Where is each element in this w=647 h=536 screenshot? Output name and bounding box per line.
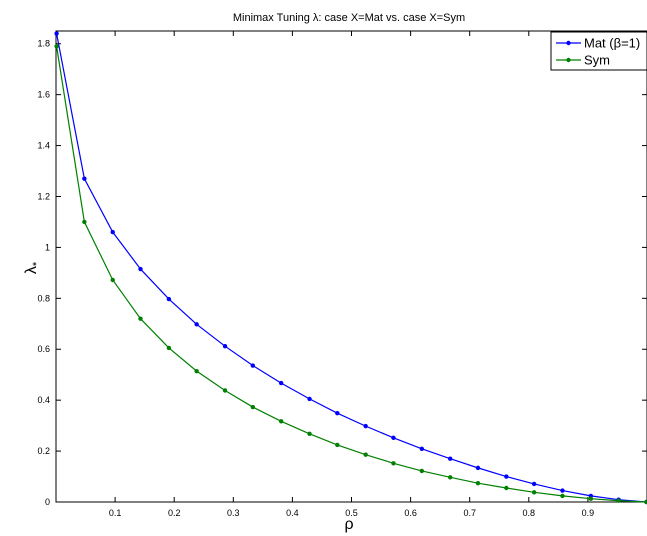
- data-point: [447, 475, 453, 480]
- data-point: [54, 31, 59, 36]
- chart-title: Minimax Tuning λ: case X=Mat vs. case X=…: [233, 12, 465, 24]
- data-point: [531, 481, 537, 487]
- data-point: [335, 442, 340, 448]
- data-point: [222, 343, 228, 349]
- series-line: [56, 33, 647, 503]
- data-point: [363, 423, 368, 429]
- data-point: [82, 176, 87, 181]
- legend-label: Mat (β=1): [584, 36, 640, 51]
- y-axis-label-symbol: λ: [23, 266, 40, 274]
- data-point: [560, 493, 565, 499]
- data-point: [391, 461, 396, 466]
- data-point: [616, 498, 621, 503]
- x-axis-label: ρ: [344, 516, 353, 533]
- x-tick-label: 0.8: [523, 508, 536, 518]
- data-point: [560, 488, 565, 493]
- legend-swatch-marker: [566, 40, 571, 46]
- y-tick-label: 1.6: [37, 90, 50, 100]
- y-tick-label: 1.4: [37, 141, 50, 151]
- y-tick-label: 1.2: [37, 191, 50, 201]
- legend-box: [550, 31, 647, 71]
- y-tick-label: 0.4: [37, 395, 50, 405]
- legend-entry: Mat (β=1): [556, 36, 640, 51]
- data-point: [278, 419, 284, 424]
- series-line: [55, 46, 647, 503]
- data-point: [363, 452, 368, 457]
- data-point: [307, 431, 312, 436]
- data-point: [391, 435, 396, 441]
- y-axis-label-subscript: *: [31, 261, 43, 266]
- x-tick-label: 0.7: [463, 508, 476, 518]
- data-point: [222, 388, 228, 393]
- data-point: [447, 456, 453, 461]
- x-tick-label: 0.5: [345, 508, 358, 518]
- legend-swatch-marker: [566, 57, 571, 63]
- data-point: [335, 410, 340, 416]
- data-point: [419, 468, 425, 474]
- data-point: [110, 229, 115, 235]
- data-point: [110, 277, 115, 283]
- y-tick-label: 1.8: [37, 39, 50, 49]
- data-point: [82, 219, 87, 225]
- data-point: [250, 363, 256, 368]
- data-point: [307, 396, 312, 402]
- x-tick-label: 0.9: [582, 508, 595, 518]
- plot-area: 0.1 0.2 0.3 0.4 0.5 0.6 0.7 0.8 0.9 0 0.2 0.4 0.6 0.8…: [37, 30, 647, 518]
- x-tick-label: 0.4: [286, 508, 299, 518]
- legend-entry: Sym: [556, 53, 610, 68]
- series-2: [54, 44, 647, 505]
- data-point: [138, 266, 143, 272]
- y-tick-label: 0.6: [37, 344, 50, 354]
- y-tick-label: 0: [45, 497, 50, 507]
- series-1: [54, 31, 647, 505]
- data-point: [504, 485, 509, 491]
- data-point: [531, 490, 537, 495]
- x-tick-label: 0.3: [227, 508, 240, 518]
- data-point: [166, 296, 172, 302]
- data-point: [138, 316, 143, 321]
- data-point: [475, 465, 481, 471]
- y-tick-label: 0.2: [37, 446, 50, 456]
- data-point: [504, 474, 509, 479]
- x-tick-label: 0.1: [109, 508, 122, 518]
- data-point: [588, 496, 594, 501]
- data-point: [194, 368, 199, 374]
- data-point: [194, 322, 199, 327]
- data-point: [166, 345, 172, 351]
- y-axis-label: λ*: [23, 261, 43, 274]
- data-point: [475, 480, 481, 486]
- data-point: [644, 499, 647, 505]
- x-tick-label: 0.2: [168, 508, 181, 518]
- y-tick-label: 0.8: [37, 293, 50, 303]
- y-tick-label: 1: [45, 242, 50, 252]
- data-point: [250, 404, 256, 410]
- legend-label: Sym: [584, 53, 610, 68]
- data-point: [54, 44, 59, 49]
- data-point: [278, 380, 284, 386]
- x-tick-label: 0.6: [404, 508, 417, 518]
- data-point: [419, 446, 425, 451]
- legend: Mat (β=1) Sym: [550, 31, 647, 71]
